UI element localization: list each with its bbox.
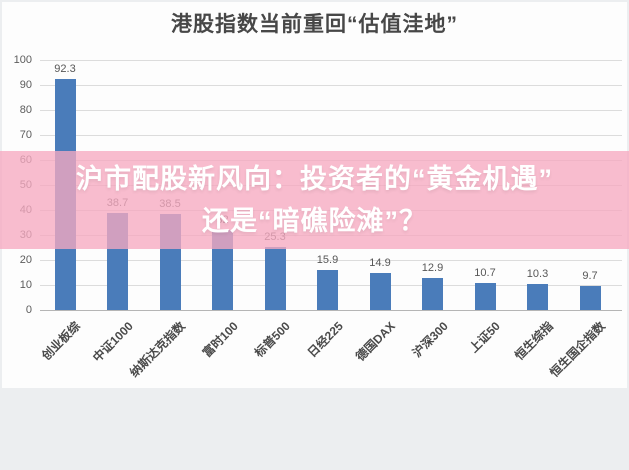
bar-value-label: 10.7 (474, 267, 496, 280)
chart-title: 港股指数当前重回“估值洼地” (171, 13, 458, 36)
gridline (40, 60, 622, 61)
gridline (40, 135, 622, 136)
bar-value-label: 92.3 (54, 63, 76, 76)
bar-value-label: 15.9 (316, 254, 339, 267)
y-tick-label: 0 (25, 304, 32, 316)
overlay-headline-line1: 沪市配股新风向：投资者的“黄金机遇” (76, 164, 553, 194)
bar (422, 277, 443, 310)
overlay-headline-banner: 沪市配股新风向：投资者的“黄金机遇” 还是“暗礁险滩”？ (0, 151, 629, 249)
bar (579, 285, 601, 310)
y-tick-label: 80 (19, 104, 32, 116)
y-tick-label: 10 (19, 279, 32, 291)
bar-value-label: 9.7 (582, 269, 598, 282)
bar (212, 230, 233, 310)
y-tick-label: 70 (19, 129, 32, 141)
bar (474, 283, 496, 310)
gridline (40, 260, 622, 261)
bar (527, 284, 548, 310)
bar-value-label: 10.3 (526, 268, 549, 281)
y-tick-label: 20 (19, 254, 32, 266)
overlay-headline-line2: 还是“暗礁险滩”？ (202, 206, 427, 236)
gridline (40, 110, 622, 111)
bar (317, 270, 338, 310)
bar-value-label: 14.9 (369, 256, 391, 269)
bar (369, 272, 391, 310)
y-tick-label: 90 (19, 79, 32, 91)
axis-baseline (40, 310, 622, 311)
bar-value-label: 12.9 (421, 261, 444, 274)
gridline (40, 85, 622, 86)
bar (264, 246, 286, 310)
y-tick-label: 100 (13, 54, 32, 66)
